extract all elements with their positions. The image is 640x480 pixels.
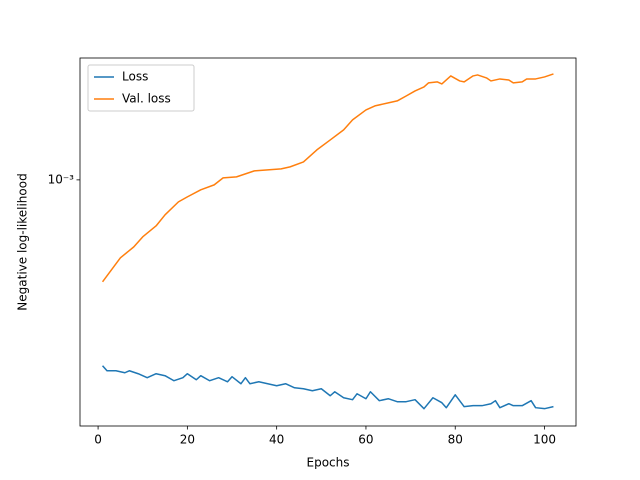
line — [101, 365, 554, 410]
legend-label: Val. loss — [122, 92, 171, 106]
x-tick-label: 80 — [448, 433, 463, 447]
legend-box — [87, 64, 195, 112]
line — [101, 73, 554, 283]
legend-label: Loss — [122, 70, 148, 84]
x-tick-label: 40 — [269, 433, 284, 447]
x-tick-label: 60 — [358, 433, 373, 447]
x-tick-label: 0 — [94, 433, 102, 447]
x-tick-label: 20 — [180, 433, 195, 447]
plot-frame — [79, 57, 577, 427]
y-axis-label: Negative log-likelihood — [16, 173, 30, 310]
x-axis-label: Epochs — [307, 456, 350, 470]
y-tick-label: 10⁻³ — [48, 172, 75, 186]
x-tick-label: 100 — [533, 433, 556, 447]
